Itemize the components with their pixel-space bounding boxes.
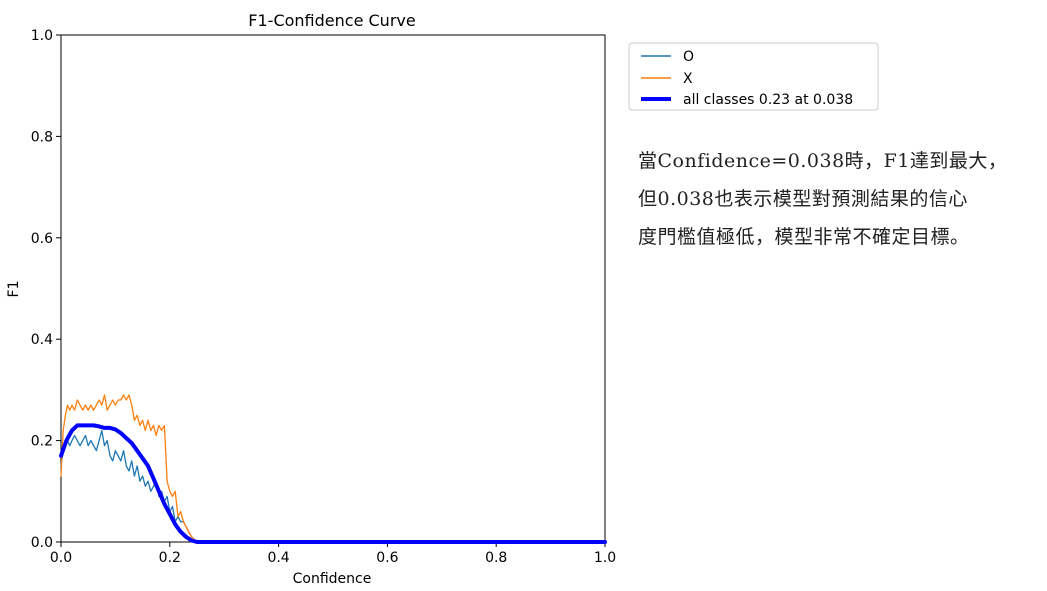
y-axis-label: F1: [6, 281, 22, 298]
legend-label-o: O: [683, 49, 694, 65]
y-tick-label: 1.0: [31, 28, 53, 44]
series-line-x: [60, 394, 606, 543]
y-tick-label: 0.0: [31, 535, 53, 551]
series-line-all-classes: [59, 423, 607, 544]
legend-label-all: all classes 0.23 at 0.038: [683, 92, 853, 108]
x-tick-label: 0.2: [159, 550, 181, 566]
chart-title: F1-Confidence Curve: [248, 11, 415, 30]
y-tick-label: 0.4: [31, 332, 53, 348]
y-tick-label: 0.8: [31, 129, 53, 145]
legend: O X all classes 0.23 at 0.038: [628, 42, 879, 111]
x-tick-label: 0.6: [376, 550, 398, 566]
y-tick-label: 0.2: [31, 434, 53, 450]
legend-box: [628, 42, 879, 111]
note-line-1: 當Confidence=0.038時，F1達到最大，: [638, 150, 1008, 172]
note-line-2: 但0.038也表示模型對預測結果的信心: [638, 188, 968, 210]
plot-area: [60, 34, 606, 543]
y-tick-label: 0.6: [31, 231, 53, 247]
axis-ticks: 0.0 0.2 0.4 0.6 0.8 1.0 0.0 0.2 0.4 0.6 0.8 1.0: [31, 28, 616, 566]
note-line-3: 度門檻值極低，模型非常不確定目標。: [638, 226, 970, 248]
series-lines: [59, 394, 607, 544]
annotation-note: 當Confidence=0.038時，F1達到最大， 但0.038也表示模型對預…: [638, 142, 1043, 256]
x-tick-label: 0.8: [485, 550, 507, 566]
legend-label-x: X: [683, 71, 693, 87]
x-tick-label: 1.0: [594, 550, 616, 566]
x-axis-label: Confidence: [293, 571, 372, 587]
x-tick-label: 0.4: [267, 550, 289, 566]
x-tick-label: 0.0: [50, 550, 72, 566]
